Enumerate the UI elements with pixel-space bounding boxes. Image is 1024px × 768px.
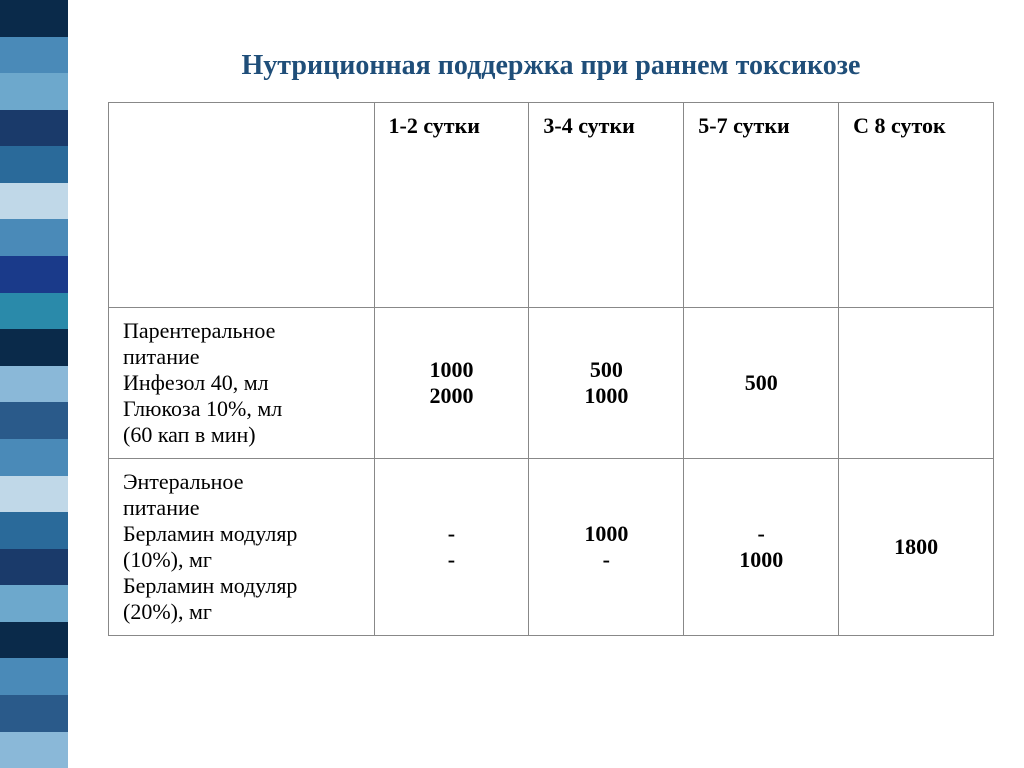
sidebar-stripe [0, 366, 68, 403]
sidebar-stripe [0, 0, 68, 37]
sidebar-stripe [0, 219, 68, 256]
cell-r2-c4: 1800 [839, 459, 994, 636]
nutrition-table: 1-2 сутки 3-4 сутки 5-7 сутки С 8 суток … [108, 102, 994, 636]
table-row: Энтеральное питание Берламин модуляр (10… [109, 459, 994, 636]
sidebar-stripe [0, 622, 68, 659]
row-label-parenteral: Парентеральное питание Инфезол 40, мл Гл… [109, 308, 375, 459]
header-empty [109, 103, 375, 308]
decorative-sidebar [0, 0, 68, 768]
header-col-2: 3-4 сутки [529, 103, 684, 308]
sidebar-stripe [0, 402, 68, 439]
header-col-3: 5-7 сутки [684, 103, 839, 308]
sidebar-stripe [0, 476, 68, 513]
sidebar-stripe [0, 256, 68, 293]
cell-r1-c3: 500 [684, 308, 839, 459]
sidebar-stripe [0, 658, 68, 695]
sidebar-stripe [0, 183, 68, 220]
table-header-row: 1-2 сутки 3-4 сутки 5-7 сутки С 8 суток [109, 103, 994, 308]
sidebar-stripe [0, 695, 68, 732]
sidebar-stripe [0, 146, 68, 183]
sidebar-stripe [0, 512, 68, 549]
sidebar-stripe [0, 549, 68, 586]
cell-r1-c1: 1000 2000 [374, 308, 529, 459]
cell-r2-c3: - 1000 [684, 459, 839, 636]
sidebar-stripe [0, 37, 68, 74]
sidebar-stripe [0, 110, 68, 147]
header-col-4: С 8 суток [839, 103, 994, 308]
header-col-1: 1-2 сутки [374, 103, 529, 308]
sidebar-stripe [0, 329, 68, 366]
sidebar-stripe [0, 73, 68, 110]
slide-title: Нутриционная поддержка при раннем токсик… [108, 50, 994, 82]
table-row: Парентеральное питание Инфезол 40, мл Гл… [109, 308, 994, 459]
sidebar-stripe [0, 293, 68, 330]
row-label-enteral: Энтеральное питание Берламин модуляр (10… [109, 459, 375, 636]
sidebar-stripe [0, 439, 68, 476]
sidebar-stripe [0, 585, 68, 622]
cell-r2-c1: - - [374, 459, 529, 636]
cell-r1-c4 [839, 308, 994, 459]
cell-r2-c2: 1000 - [529, 459, 684, 636]
slide-content: Нутриционная поддержка при раннем токсик… [68, 0, 1024, 768]
sidebar-stripe [0, 732, 68, 768]
cell-r1-c2: 500 1000 [529, 308, 684, 459]
